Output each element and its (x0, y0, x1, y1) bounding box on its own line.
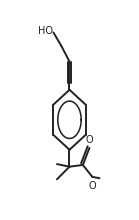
Text: O: O (89, 181, 96, 191)
Text: O: O (86, 135, 93, 145)
Text: HO: HO (38, 26, 53, 36)
